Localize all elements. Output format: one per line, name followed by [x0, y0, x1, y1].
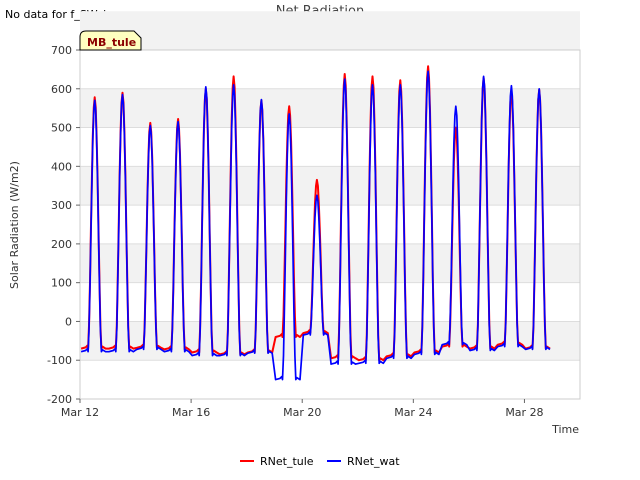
grid-band — [80, 11, 580, 51]
y-tick-label: 400 — [51, 160, 72, 173]
y-tick-label: 500 — [51, 122, 72, 135]
y-tick-label: 200 — [51, 238, 72, 251]
y-tick-label: -100 — [47, 354, 72, 367]
series-lines — [80, 65, 551, 381]
y-axis-label: Solar Radiation (W/m2) — [8, 161, 21, 289]
y-axis: -200 -100 0 100 200 300 400 500 600 700 — [47, 44, 80, 406]
x-tick-label: Mar 16 — [172, 406, 210, 419]
y-tick-label: -200 — [47, 393, 72, 406]
site-label-box: MB_tule — [79, 30, 142, 51]
legend: RNet_tule RNet_wat — [240, 455, 400, 468]
series-line-rnet-wat — [80, 70, 551, 381]
x-tick-label: Mar 12 — [61, 406, 99, 419]
site-label-background — [79, 30, 142, 51]
grid-band — [80, 88, 580, 128]
y-tick-label: 700 — [51, 44, 72, 57]
y-tick-label: 100 — [51, 277, 72, 290]
plot-frame — [79, 49, 581, 400]
y-tick-label: 600 — [51, 83, 72, 96]
x-tick-label: Mar 28 — [505, 406, 543, 419]
x-tick-label: Mar 20 — [283, 406, 321, 419]
site-label: MB_tule — [87, 36, 136, 49]
y-tick-label: 300 — [51, 199, 72, 212]
plot-background — [80, 11, 580, 399]
legend-label-rnet-wat: RNet_wat — [347, 455, 400, 468]
legend-label-rnet-tule: RNet_tule — [260, 455, 314, 468]
grid-band — [80, 243, 580, 283]
y-tick-label: 0 — [65, 315, 72, 328]
x-axis-label: Time — [551, 423, 579, 436]
x-tick-label: Mar 24 — [394, 406, 432, 419]
grid-band — [80, 166, 580, 206]
x-axis: Mar 12 Mar 16 Mar 20 Mar 24 Mar 28 — [61, 399, 544, 419]
